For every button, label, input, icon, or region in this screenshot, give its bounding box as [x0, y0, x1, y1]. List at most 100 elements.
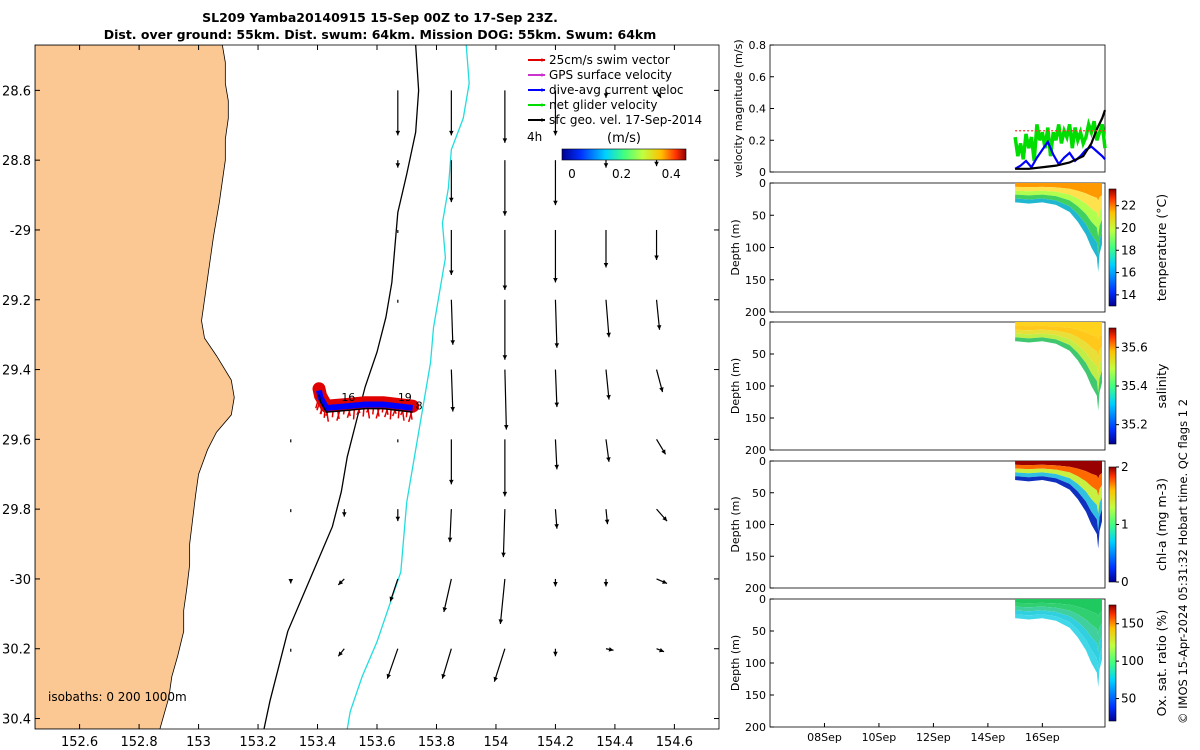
geo-velocity-arrowhead	[389, 596, 394, 602]
profile-panel-frame	[769, 182, 1106, 313]
geo-velocity-vector	[441, 648, 452, 679]
geo-velocity-vector	[502, 509, 506, 558]
geo-velocity-vector	[554, 439, 558, 470]
geo-velocity-arrowhead	[502, 285, 508, 290]
velocity-series-line	[1015, 109, 1107, 170]
depth-axis-label: Depth (m)	[729, 358, 742, 414]
geo-velocity-arrowhead	[449, 270, 454, 275]
y-tick-label: 200	[745, 721, 766, 734]
geo-velocity-vector	[499, 578, 506, 624]
geo-velocity-arrowhead	[501, 552, 506, 558]
geo-velocity-arrowhead	[656, 92, 662, 98]
profile-band	[1015, 472, 1102, 532]
x-tick-label: 153.6	[358, 735, 395, 750]
colorbar-tick-label: 150	[1121, 617, 1144, 631]
colorbar-tick-label: 22	[1121, 199, 1136, 213]
colorbar-tick-label: 14	[1121, 288, 1136, 302]
geo-velocity-vector	[554, 299, 558, 348]
geo-velocity-vector	[386, 648, 399, 679]
y-tick-label: 0	[759, 316, 766, 329]
y-tick-label: 150	[745, 412, 766, 425]
speed-colorbar-tick: 0	[568, 167, 576, 181]
geo-velocity-vector	[449, 509, 452, 543]
map-panel: 16 19 8 152.6 152.8 153 153.2 153.4 153.6 153.8 15…	[2, 44, 720, 750]
chart-title-line-2: Dist. over ground: 55km. Dist. swum: 64k…	[103, 27, 657, 42]
y-tick-label: 200	[745, 306, 766, 319]
profile-panel-frame	[769, 598, 1106, 728]
geo-velocity-arrowhead	[603, 93, 609, 98]
y-tick-label: 100	[745, 380, 766, 393]
y-tick-label: 200	[745, 582, 766, 595]
y-tick-label: 100	[745, 519, 766, 532]
geo-velocity-arrowhead	[502, 355, 508, 360]
profile-band	[1015, 464, 1102, 497]
profile-band	[1015, 329, 1102, 375]
y-tick-label: 150	[745, 689, 766, 702]
geo-velocity-arrowhead	[554, 524, 559, 529]
geo-velocity-arrowhead	[395, 516, 401, 522]
geo-velocity-arrowhead	[395, 163, 401, 168]
x-tick-label: 153	[186, 735, 211, 750]
geo-velocity-arrowhead	[449, 130, 454, 136]
y-tick-label: 0	[759, 166, 766, 179]
geo-velocity-arrowhead	[502, 211, 508, 216]
legend-arrowhead	[541, 73, 545, 77]
geo-velocity-arrowhead	[603, 581, 609, 587]
y-tick-label: 30.4	[2, 713, 31, 728]
legend-label: 25cm/s swim vector	[549, 53, 670, 67]
isobath-1000m-line	[346, 45, 470, 729]
y-tick-label: 50	[752, 625, 766, 638]
geo-velocity-arrowhead	[662, 516, 668, 522]
dive-avg-current-track	[316, 389, 414, 411]
geo-velocity-arrowhead	[608, 647, 614, 652]
legend-label: net glider velocity	[549, 98, 657, 112]
depth-axis-label: Depth (m)	[729, 219, 742, 275]
y-tick-label: 150	[745, 550, 766, 563]
y-tick-label: 0.4	[749, 103, 767, 116]
colorbar-tick-label: 35.4	[1121, 379, 1148, 393]
geo-velocity-vector	[605, 369, 610, 400]
colorbar-label: Ox. sat. ratio (%)	[1154, 610, 1169, 717]
y-tick-label: 0	[759, 455, 766, 468]
timeseries-panels: 0 0.2 0.4 0.6 0.8 velocity magnitude (m/s) 0 50…	[729, 39, 1169, 744]
geo-velocity-arrowhead	[659, 387, 664, 393]
legend-arrowhead	[541, 88, 545, 92]
colorbar-label: chl-a (mg m-3)	[1154, 478, 1169, 571]
geo-velocity-arrowhead	[606, 394, 611, 400]
geo-velocity-vector	[655, 299, 661, 330]
y-tick-label: 200	[745, 444, 766, 457]
geo-velocity-vector	[605, 299, 610, 338]
geo-velocity-arrowhead	[554, 343, 560, 348]
x-tick-label: 154	[484, 735, 509, 750]
geo-velocity-arrowhead	[656, 325, 662, 330]
geo-velocity-arrowhead	[502, 138, 508, 143]
geo-velocity-vector	[450, 299, 454, 345]
profile-band	[1015, 325, 1102, 358]
speed-colorbar	[561, 148, 687, 161]
depth-axis-label: Depth (m)	[729, 496, 742, 552]
geo-velocity-arrowhead	[338, 651, 343, 657]
colorbar-tick-label: 16	[1121, 266, 1136, 280]
geo-velocity-arrowhead	[441, 673, 446, 679]
y-tick-label: 0.2	[749, 134, 767, 147]
legend-label: sfc geo. vel. 17-Sep-2014	[549, 113, 702, 127]
geo-velocity-arrowhead	[493, 676, 498, 682]
track-label: 16	[341, 391, 355, 404]
y-tick-label: 50	[752, 487, 766, 500]
geo-velocity-arrowhead	[442, 607, 448, 612]
chart-title-line-1: SL209 Yamba20140915 15-Sep 00Z to 17-Sep…	[202, 10, 558, 25]
speed-colorbar-tick: 0.2	[612, 167, 631, 181]
geo-velocity-arrowhead	[553, 581, 558, 587]
geo-velocity-arrowhead	[553, 651, 558, 657]
x-tick-label: 12Sep	[916, 731, 951, 744]
geo-velocity-arrowhead	[386, 673, 391, 679]
geo-velocity-vector	[554, 369, 558, 408]
speed-colorbar-label: (m/s)	[607, 131, 641, 146]
y-tick-label: 29.2	[2, 294, 31, 309]
profile-band	[1015, 186, 1102, 219]
track-label: 19	[398, 391, 412, 404]
geo-velocity-arrowhead	[604, 519, 610, 525]
geo-velocity-arrowhead	[662, 579, 668, 584]
geo-velocity-arrowhead	[553, 130, 558, 136]
